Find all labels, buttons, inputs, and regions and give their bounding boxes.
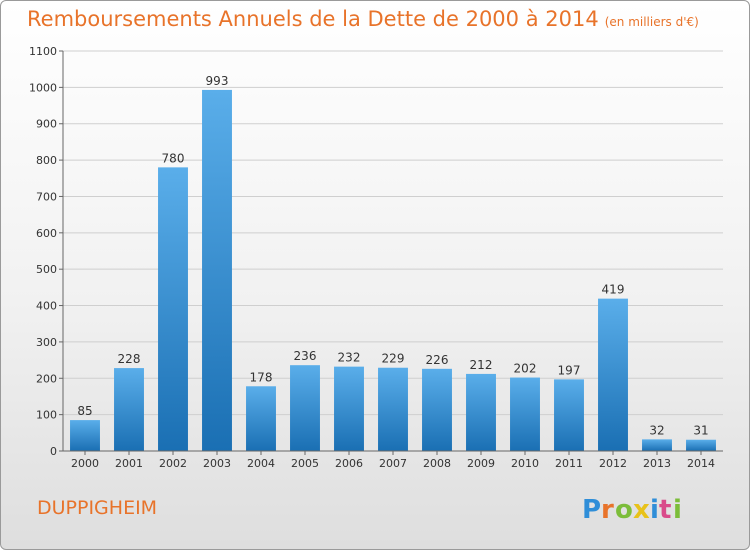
bar bbox=[290, 365, 320, 451]
bar bbox=[158, 167, 188, 451]
bar bbox=[510, 377, 540, 451]
svg-text:o: o bbox=[615, 495, 633, 525]
x-tick-label: 2010 bbox=[511, 457, 539, 470]
y-tick-label: 1100 bbox=[29, 45, 57, 58]
bar bbox=[466, 373, 496, 451]
bar bbox=[378, 367, 408, 451]
data-label: 232 bbox=[338, 351, 361, 365]
svg-text:P: P bbox=[582, 495, 601, 525]
bar bbox=[554, 379, 584, 451]
data-label: 31 bbox=[693, 424, 708, 438]
x-tick-label: 2007 bbox=[379, 457, 407, 470]
axis-layer: 0 100 200 300 400 500 600 700 800 900 1000 1100 2000… bbox=[29, 45, 723, 470]
data-label: 212 bbox=[470, 358, 493, 372]
x-tick-label: 2000 bbox=[71, 457, 99, 470]
x-tick-label: 2008 bbox=[423, 457, 451, 470]
y-tick-label: 600 bbox=[36, 227, 57, 240]
data-label: 85 bbox=[77, 404, 92, 418]
x-tick-label: 2014 bbox=[687, 457, 715, 470]
bar bbox=[422, 368, 452, 451]
data-label: 419 bbox=[602, 283, 625, 297]
x-tick-label: 2004 bbox=[247, 457, 275, 470]
x-tick-label: 2006 bbox=[335, 457, 363, 470]
bar bbox=[70, 420, 100, 451]
bar bbox=[246, 386, 276, 451]
proxiti-logo: P r o x i t i bbox=[582, 495, 682, 525]
x-tick-label: 2011 bbox=[555, 457, 583, 470]
data-label: 32 bbox=[649, 423, 664, 437]
label-layer: 85 228 780 993 178 236 232 229 226 212 202 197 419 32… bbox=[77, 74, 708, 438]
data-label: 236 bbox=[294, 349, 317, 363]
chart-title-text: Remboursements Annuels de la Dette de 20… bbox=[27, 7, 599, 31]
x-tick-label: 2002 bbox=[159, 457, 187, 470]
y-tick-label: 400 bbox=[36, 300, 57, 313]
y-tick-label: 700 bbox=[36, 190, 57, 203]
svg-text:i: i bbox=[650, 495, 659, 525]
data-label: 178 bbox=[250, 370, 273, 384]
data-label: 780 bbox=[162, 151, 185, 165]
x-tick-label: 2013 bbox=[643, 457, 671, 470]
data-label: 226 bbox=[426, 353, 449, 367]
chart-unit: (en milliers d'€) bbox=[604, 15, 699, 29]
y-tick-label: 900 bbox=[36, 118, 57, 131]
data-label: 229 bbox=[382, 352, 405, 366]
y-tick-label: 200 bbox=[36, 372, 57, 385]
data-label: 202 bbox=[514, 362, 537, 376]
chart-title: Remboursements Annuels de la Dette de 20… bbox=[27, 7, 699, 31]
x-tick-label: 2009 bbox=[467, 457, 495, 470]
svg-text:x: x bbox=[633, 495, 650, 525]
data-label: 993 bbox=[206, 74, 229, 88]
data-label: 228 bbox=[118, 352, 141, 366]
x-tick-label: 2001 bbox=[115, 457, 143, 470]
y-tick-label: 100 bbox=[36, 409, 57, 422]
y-tick-label: 300 bbox=[36, 336, 57, 349]
x-tick-label: 2012 bbox=[599, 457, 627, 470]
bar bbox=[642, 439, 672, 451]
bar bbox=[598, 298, 628, 451]
y-tick-label: 1000 bbox=[29, 81, 57, 94]
bar bbox=[334, 366, 364, 451]
bar-layer bbox=[70, 89, 716, 451]
bar bbox=[114, 368, 144, 451]
svg-text:t: t bbox=[659, 495, 671, 525]
svg-text:r: r bbox=[601, 495, 614, 525]
y-tick-label: 800 bbox=[36, 154, 57, 167]
data-label: 197 bbox=[558, 363, 581, 377]
commune-name: DUPPIGHEIM bbox=[37, 497, 158, 519]
bar bbox=[686, 439, 716, 451]
bar bbox=[202, 89, 232, 451]
x-tick-label: 2005 bbox=[291, 457, 319, 470]
y-tick-label: 500 bbox=[36, 263, 57, 276]
svg-text:i: i bbox=[673, 495, 682, 525]
x-tick-label: 2003 bbox=[203, 457, 231, 470]
y-tick-label: 0 bbox=[50, 445, 57, 458]
